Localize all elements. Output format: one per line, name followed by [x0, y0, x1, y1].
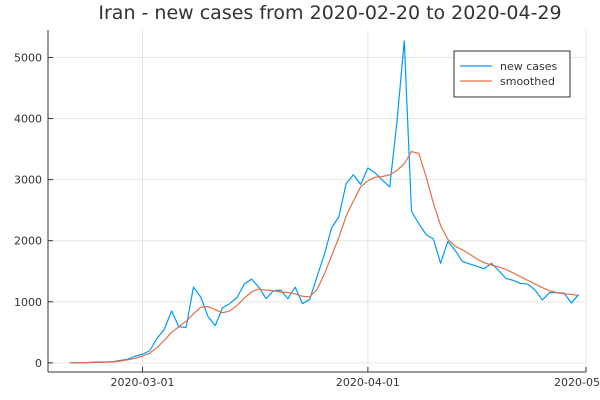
- y-tick-label: 4000: [14, 113, 42, 126]
- series-line-smoothed: [69, 150, 579, 364]
- x-tick-label: 2020-04-01: [336, 376, 400, 389]
- chart-title: Iran - new cases from 2020-02-20 to 2020…: [98, 2, 561, 24]
- y-tick-label: 3000: [14, 174, 42, 187]
- x-tick-label: 2020-05-01: [554, 376, 600, 389]
- y-tick-label: 1000: [14, 296, 42, 309]
- x-tick-label: 2020-03-01: [111, 376, 175, 389]
- legend-box: [453, 50, 571, 98]
- legend-label-new-cases: new cases: [500, 60, 558, 73]
- y-tick-label: 0: [35, 357, 42, 370]
- legend-label-smoothed: smoothed: [500, 75, 555, 88]
- y-tick-label: 2000: [14, 235, 42, 248]
- grid-lines: [48, 30, 587, 372]
- series-lines: [69, 40, 580, 364]
- axes: [47, 30, 587, 373]
- y-tick-label: 5000: [14, 51, 42, 64]
- tick-labels: 0 1000 2000 3000 4000 5000 2020-03-01 2020-04-0…: [14, 51, 600, 389]
- legend: new cases smoothed: [453, 50, 571, 98]
